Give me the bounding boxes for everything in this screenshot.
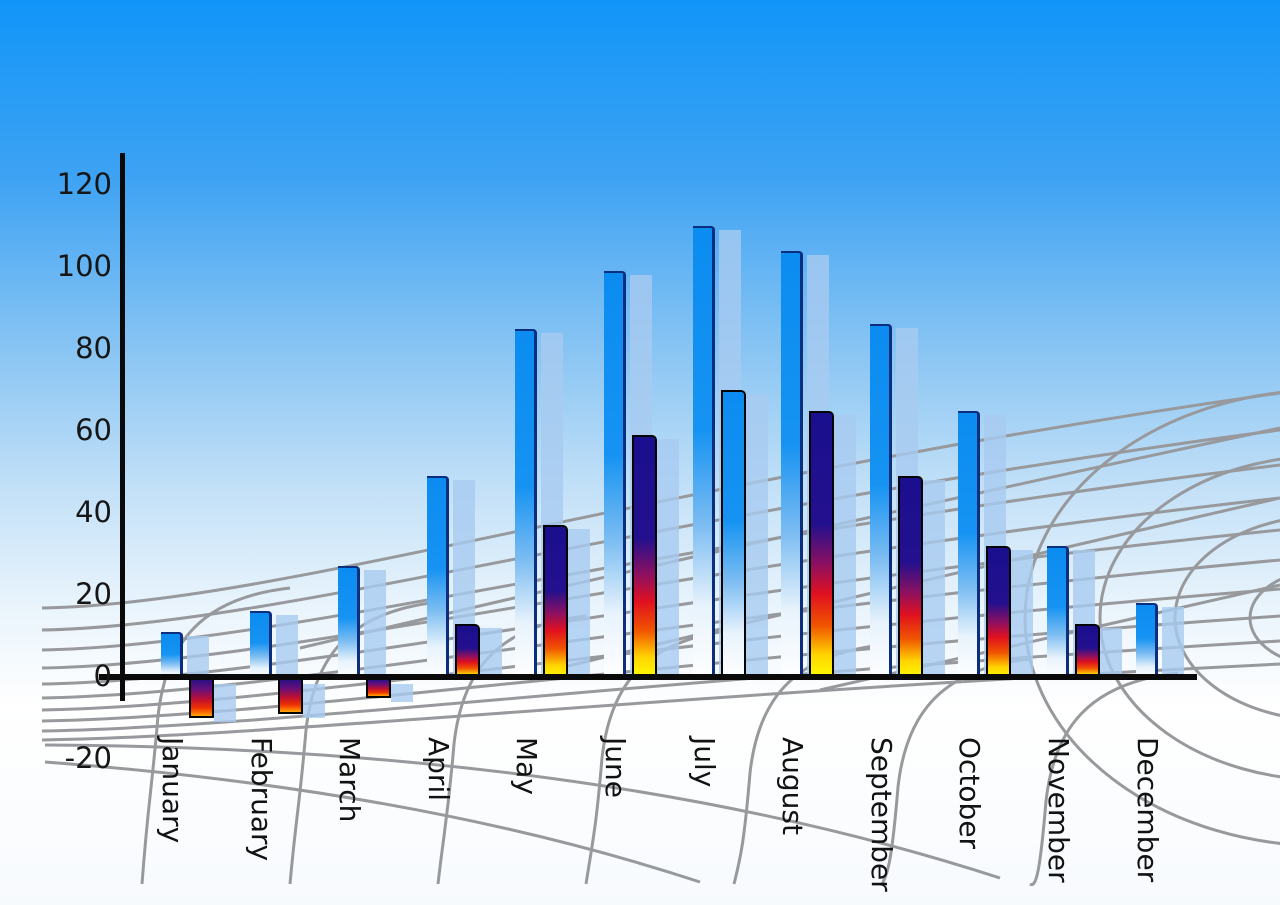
y-tick-label-0: 0 — [93, 659, 112, 693]
bar-october-secondary — [986, 545, 1011, 679]
echo-january-primary — [187, 635, 209, 679]
echo-december-primary — [1162, 607, 1184, 679]
echo-october-secondary — [1011, 549, 1033, 679]
month-label-april: April — [422, 737, 455, 801]
month-label-october: October — [953, 737, 986, 850]
month-label-november: November — [1042, 737, 1075, 883]
grid-line — [1248, 578, 1280, 658]
echo-march-secondary — [391, 684, 413, 702]
bar-march-primary — [338, 566, 360, 679]
echo-july-secondary — [746, 394, 768, 679]
bar-march-secondary — [366, 680, 391, 698]
echo-february-secondary — [303, 684, 325, 718]
grid-line — [44, 743, 1001, 880]
month-label-march: March — [333, 737, 366, 823]
bar-may-primary — [515, 328, 537, 679]
bar-september-secondary — [898, 476, 923, 679]
bar-november-secondary — [1075, 623, 1100, 679]
y-axis-line — [120, 153, 125, 701]
y-tick-label-100: 100 — [56, 249, 112, 283]
echo-march-primary — [364, 570, 386, 679]
month-label-july: July — [688, 737, 721, 788]
bar-july-primary — [693, 226, 715, 679]
grid-line — [44, 760, 701, 884]
echo-november-secondary — [1100, 627, 1122, 679]
y-tick-label-60: 60 — [75, 413, 112, 447]
y-tick-label-20: 20 — [75, 577, 112, 611]
echo-february-primary — [276, 615, 298, 679]
bar-april-secondary — [455, 623, 480, 679]
bar-may-secondary — [543, 525, 568, 679]
y-tick-label-80: 80 — [75, 331, 112, 365]
x-axis-line — [99, 674, 1197, 680]
grid-line — [41, 496, 1280, 670]
echo-january-secondary — [214, 684, 236, 722]
bar-january-secondary — [189, 680, 214, 718]
grid-line — [140, 586, 291, 885]
bar-february-primary — [250, 611, 272, 679]
month-label-september: September — [865, 737, 898, 892]
month-label-may: May — [510, 737, 543, 795]
y-tick-label--20: -20 — [64, 741, 112, 775]
month-label-august: August — [776, 737, 809, 835]
bar-february-secondary — [278, 680, 303, 714]
y-tick-label-120: 120 — [56, 167, 112, 201]
bar-august-secondary — [809, 410, 834, 679]
bar-january-primary — [161, 631, 183, 679]
bar-april-primary — [427, 476, 449, 679]
grid-line — [41, 391, 1280, 610]
echo-august-secondary — [834, 414, 856, 679]
grid-line — [1098, 457, 1280, 779]
month-label-june: June — [599, 737, 632, 798]
echo-september-secondary — [923, 480, 945, 679]
bar-november-primary — [1047, 545, 1069, 679]
grid-line — [41, 428, 1280, 632]
bar-june-primary — [604, 271, 626, 679]
echo-june-secondary — [657, 439, 679, 679]
month-label-january: January — [156, 737, 189, 844]
bar-december-primary — [1136, 603, 1158, 679]
bar-september-primary — [870, 324, 892, 679]
echo-may-secondary — [568, 529, 590, 679]
month-label-february: February — [245, 737, 278, 862]
bar-october-primary — [958, 410, 980, 679]
month-label-december: December — [1131, 737, 1164, 883]
grid-line — [41, 463, 1280, 652]
bar-july-secondary — [721, 390, 746, 679]
echo-april-secondary — [480, 627, 502, 679]
bar-august-primary — [781, 250, 803, 679]
y-tick-label-40: 40 — [75, 495, 112, 529]
bar-june-secondary — [632, 435, 657, 679]
grid-line — [1029, 671, 1179, 887]
